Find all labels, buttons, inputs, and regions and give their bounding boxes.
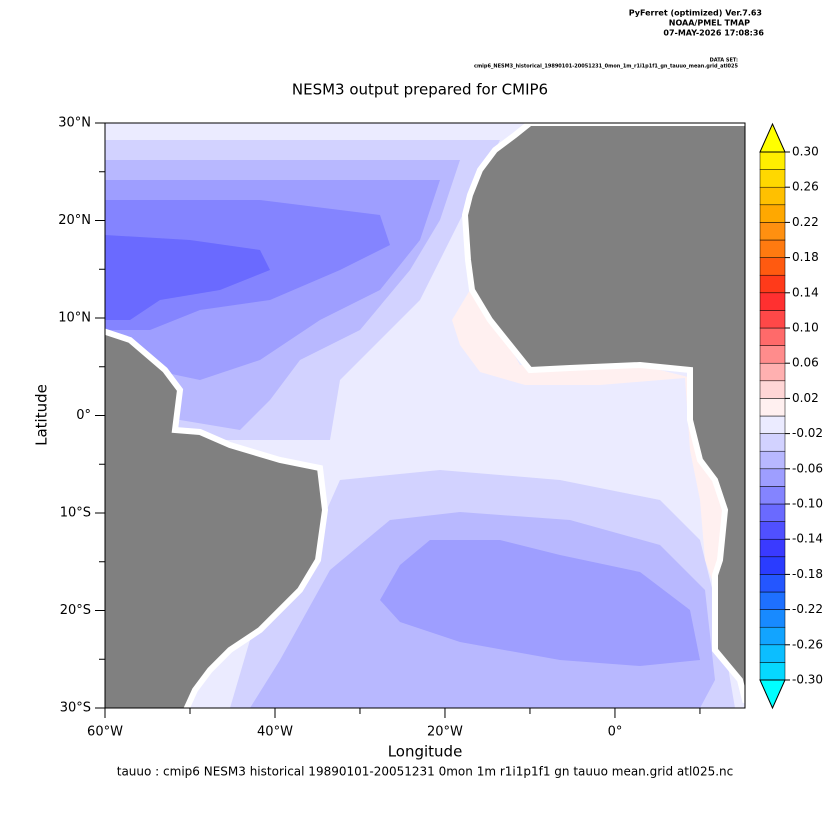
colorbar-bin <box>759 609 786 628</box>
colorbar-label: -0.10 <box>792 497 823 511</box>
colorbar-bin <box>759 239 786 258</box>
header-line: 07-MAY-2026 17:08:36 <box>663 29 764 38</box>
colorbar-bin <box>759 345 786 364</box>
colorbar-bin <box>759 468 786 487</box>
colorbar-label: 0.26 <box>792 180 819 194</box>
colorbar-bin <box>759 626 786 646</box>
colorbar-bin <box>759 362 786 382</box>
colorbar-bin <box>759 274 786 294</box>
x-tick-label: 40°W <box>257 725 293 740</box>
colorbar-under <box>759 679 786 710</box>
colorbar-label: -0.30 <box>792 673 823 687</box>
colorbar-bin <box>759 521 786 540</box>
x-axis-label: Longitude <box>388 743 463 761</box>
footer: tauuo : cmip6 NESM3 historical 19890101-… <box>117 765 733 779</box>
colorbar-over <box>759 122 786 153</box>
colorbar-bin <box>759 503 786 522</box>
colorbar-bin <box>759 662 786 681</box>
colorbar-label: 0.10 <box>792 321 819 335</box>
y-tick-label: 30°S <box>60 701 91 716</box>
region <box>380 540 700 666</box>
colorbar-bin <box>759 486 786 505</box>
colorbar-label: 0.06 <box>792 356 819 370</box>
colorbar-bin <box>759 169 786 188</box>
colorbar-bin <box>759 310 786 329</box>
chart-title: NESM3 output prepared for CMIP6 <box>292 81 548 99</box>
region <box>105 235 270 320</box>
colorbar-bin <box>759 450 786 470</box>
colorbar-label: 0.14 <box>792 285 819 299</box>
colorbar-bin <box>759 222 786 241</box>
colorbar-bin <box>759 380 786 399</box>
dataset-label: DATA SET: <box>710 58 738 64</box>
colorbar-bin <box>759 644 786 663</box>
colorbar-bin <box>759 398 786 417</box>
colorbar-bin <box>759 257 786 276</box>
colorbar-bin <box>759 151 786 170</box>
y-tick-label: 0° <box>76 408 91 423</box>
colorbar-label: 0.02 <box>792 391 819 405</box>
y-tick-label: 30°N <box>58 116 91 131</box>
colorbar-bin <box>759 591 786 610</box>
colorbar-bin <box>759 415 786 434</box>
colorbar-label: 0.18 <box>792 250 819 264</box>
colorbar-bin <box>759 292 786 311</box>
colorbar-label: 0.30 <box>792 145 819 159</box>
colorbar-label: -0.06 <box>792 461 823 475</box>
colorbar-label: -0.02 <box>792 426 823 440</box>
colorbar-label: -0.14 <box>792 532 823 546</box>
colorbar-bin <box>759 186 786 206</box>
colorbar-bin <box>759 574 786 593</box>
y-tick-label: 20°S <box>60 603 91 618</box>
y-tick-label: 10°S <box>60 506 91 521</box>
y-axis-label: Latitude <box>33 384 51 446</box>
header-line: PyFerret (optimized) Ver.7.63 <box>629 9 762 18</box>
y-tick-label: 10°N <box>58 311 91 326</box>
colorbar-bin <box>759 556 786 575</box>
colorbar-bin <box>759 327 786 346</box>
colorbar-label: -0.18 <box>792 567 823 581</box>
land <box>105 328 329 708</box>
colorbar-bin <box>759 538 786 558</box>
colorbar-bin <box>759 204 786 223</box>
x-tick-label: 0° <box>608 725 623 740</box>
header-line: NOAA/PMEL TMAP <box>669 19 750 28</box>
colorbar-label: -0.22 <box>792 602 823 616</box>
region <box>452 290 730 580</box>
colorbar-bin <box>759 433 786 452</box>
map-field <box>105 123 745 708</box>
x-tick-label: 60°W <box>87 725 123 740</box>
colorbar-label: -0.26 <box>792 637 823 651</box>
dataset-name: cmip6_NESM3_historical_19890101-20051231… <box>474 64 739 70</box>
y-tick-label: 20°N <box>58 213 91 228</box>
x-tick-label: 20°W <box>427 725 463 740</box>
land <box>461 123 745 703</box>
colorbar-label: 0.22 <box>792 215 819 229</box>
